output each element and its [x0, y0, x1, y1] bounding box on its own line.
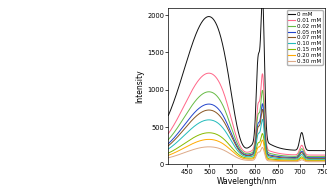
0.20 mM — [243, 158, 247, 160]
0.20 mM — [174, 151, 178, 153]
Line: 0.01 mM: 0.01 mM — [168, 73, 325, 155]
0.02 mM — [166, 138, 170, 141]
Line: 0.02 mM: 0.02 mM — [168, 90, 325, 156]
0.20 mM — [319, 160, 323, 162]
0.15 mM — [174, 148, 178, 150]
0.05 mM — [243, 153, 247, 156]
0.30 mM — [323, 161, 327, 163]
0.15 mM — [319, 159, 323, 161]
0.01 mM — [319, 154, 323, 156]
0.02 mM — [174, 128, 178, 130]
0.30 mM — [290, 160, 294, 163]
0.15 mM — [323, 159, 327, 161]
0.20 mM — [323, 160, 327, 162]
Legend: 0 mM, 0.01 mM, 0.02 mM, 0.05 mM, 0.07 mM, 0.10 mM, 0.15 mM, 0.20 mM, 0.30 mM: 0 mM, 0.01 mM, 0.02 mM, 0.05 mM, 0.07 mM… — [287, 10, 323, 65]
0.01 mM — [207, 72, 211, 74]
0.15 mM — [319, 159, 323, 161]
0.01 mM — [290, 154, 294, 156]
0 mM — [290, 149, 294, 151]
0.10 mM — [319, 158, 323, 160]
0.02 mM — [261, 89, 265, 91]
0 mM — [319, 149, 323, 152]
0.07 mM — [319, 157, 323, 160]
0 mM — [166, 114, 170, 116]
0.05 mM — [319, 156, 323, 159]
0.05 mM — [261, 103, 265, 105]
0.15 mM — [290, 159, 294, 161]
0 mM — [319, 149, 323, 152]
0.15 mM — [239, 155, 243, 157]
0.01 mM — [174, 119, 178, 122]
0.15 mM — [243, 156, 247, 159]
0.01 mM — [319, 154, 323, 156]
0.10 mM — [174, 142, 178, 144]
Line: 0.20 mM: 0.20 mM — [168, 139, 325, 161]
0.07 mM — [239, 151, 243, 153]
0.05 mM — [323, 156, 327, 159]
Y-axis label: Intensity: Intensity — [135, 69, 145, 103]
0.30 mM — [166, 157, 170, 159]
0.07 mM — [166, 145, 170, 147]
0.20 mM — [319, 160, 323, 162]
0 mM — [323, 149, 327, 152]
0.10 mM — [290, 158, 294, 160]
0.07 mM — [319, 157, 323, 160]
0.02 mM — [323, 155, 327, 158]
0 mM — [243, 146, 247, 149]
0.20 mM — [207, 138, 211, 140]
0.30 mM — [243, 159, 247, 161]
0.01 mM — [243, 151, 247, 153]
0.02 mM — [239, 148, 243, 151]
0.07 mM — [323, 157, 327, 160]
0 mM — [174, 93, 178, 95]
0.05 mM — [239, 150, 243, 152]
0.10 mM — [243, 155, 247, 157]
0.20 mM — [166, 154, 170, 156]
0.30 mM — [174, 154, 178, 157]
0.10 mM — [239, 153, 243, 155]
X-axis label: Wavelength/nm: Wavelength/nm — [217, 177, 277, 186]
Line: 0.30 mM: 0.30 mM — [168, 147, 325, 162]
Line: 0.07 mM: 0.07 mM — [168, 109, 325, 158]
0.10 mM — [323, 158, 327, 160]
Line: 0 mM: 0 mM — [168, 0, 325, 151]
0.02 mM — [319, 155, 323, 158]
0.01 mM — [239, 146, 243, 148]
0.05 mM — [166, 143, 170, 145]
0.30 mM — [239, 158, 243, 160]
0.07 mM — [174, 137, 178, 139]
0.10 mM — [319, 158, 323, 160]
0.15 mM — [207, 132, 211, 134]
0.05 mM — [290, 156, 294, 159]
0.20 mM — [290, 160, 294, 162]
0.30 mM — [207, 146, 211, 148]
0.01 mM — [166, 132, 170, 135]
Line: 0.10 mM: 0.10 mM — [168, 119, 325, 159]
Line: 0.15 mM: 0.15 mM — [168, 133, 325, 160]
0.07 mM — [243, 154, 247, 156]
0.30 mM — [319, 161, 323, 163]
0.02 mM — [319, 155, 323, 158]
0.10 mM — [261, 118, 265, 121]
Line: 0.05 mM: 0.05 mM — [168, 104, 325, 158]
0.02 mM — [290, 155, 294, 157]
0.07 mM — [290, 157, 294, 159]
0 mM — [239, 139, 243, 141]
0.01 mM — [323, 154, 327, 156]
0.05 mM — [174, 134, 178, 136]
0.15 mM — [166, 152, 170, 154]
0.05 mM — [319, 156, 323, 159]
0.07 mM — [261, 108, 265, 111]
0.20 mM — [239, 156, 243, 159]
0.30 mM — [319, 161, 323, 163]
0.02 mM — [243, 152, 247, 154]
0.10 mM — [166, 148, 170, 150]
